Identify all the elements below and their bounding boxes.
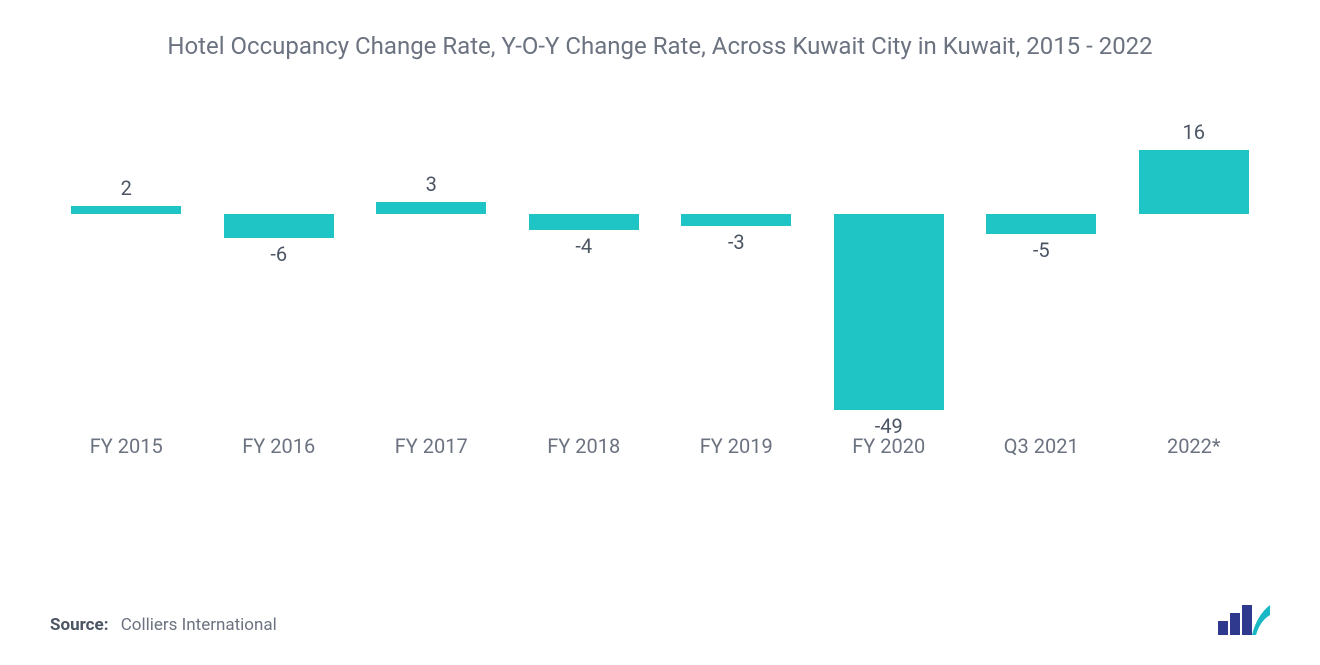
chart-title: Hotel Occupancy Change Rate, Y-O-Y Chang… (50, 30, 1270, 64)
bar (376, 202, 486, 214)
bar-cell: 16 (1118, 134, 1271, 414)
bar-cell: -4 (508, 134, 661, 414)
source-text: Colliers International (121, 615, 277, 635)
source-label: Source: (50, 615, 108, 635)
bar-value-label: -5 (965, 238, 1118, 262)
x-axis-label: FY 2015 (50, 434, 203, 458)
chart-container: Hotel Occupancy Change Rate, Y-O-Y Chang… (0, 0, 1320, 665)
bar-cell: -5 (965, 134, 1118, 414)
bar (529, 214, 639, 230)
x-axis-label: FY 2019 (660, 434, 813, 458)
bar (986, 214, 1096, 234)
bar-value-label: -49 (813, 414, 966, 438)
bars-row: 2 -6 3 -4-3-49-516 (50, 134, 1270, 414)
bar-cell: -3 (660, 134, 813, 414)
logo-bar-icon (1242, 605, 1252, 635)
bar-value-label: 16 (1118, 120, 1271, 144)
bar (224, 214, 334, 238)
x-axis-label: Q3 2021 (965, 434, 1118, 458)
bar-value-label: 3 (355, 172, 508, 196)
chart-area: 2-63-4-3-49-516 FY 2015FY 2016FY 2017FY … (50, 134, 1270, 565)
bar-value-label: -6 (203, 242, 356, 266)
x-axis-label: FY 2017 (355, 434, 508, 458)
x-axis-label: FY 2016 (203, 434, 356, 458)
logo-bar-icon (1218, 621, 1228, 635)
x-axis-label: FY 2018 (508, 434, 661, 458)
bar-cell: -49 (813, 134, 966, 414)
bar-value-label: 2 (50, 176, 203, 200)
bar-cell: -6 (203, 134, 356, 414)
bar-value-label: -4 (508, 234, 661, 258)
bar (681, 214, 791, 226)
bar (1139, 150, 1249, 214)
x-axis-label: 2022* (1118, 434, 1271, 458)
brand-logo (1218, 605, 1270, 635)
source-citation: Source: Colliers International (50, 615, 277, 635)
bar-cell: 2 (50, 134, 203, 414)
bar-cell: 3 (355, 134, 508, 414)
logo-swoosh-icon (1252, 605, 1270, 635)
logo-bar-icon (1230, 613, 1240, 635)
chart-footer: Source: Colliers International (50, 585, 1270, 645)
bar (71, 206, 181, 214)
bar (834, 214, 944, 410)
bar-value-label: -3 (660, 230, 813, 254)
x-axis-labels: FY 2015FY 2016FY 2017FY 2018FY 2019FY 20… (50, 434, 1270, 458)
